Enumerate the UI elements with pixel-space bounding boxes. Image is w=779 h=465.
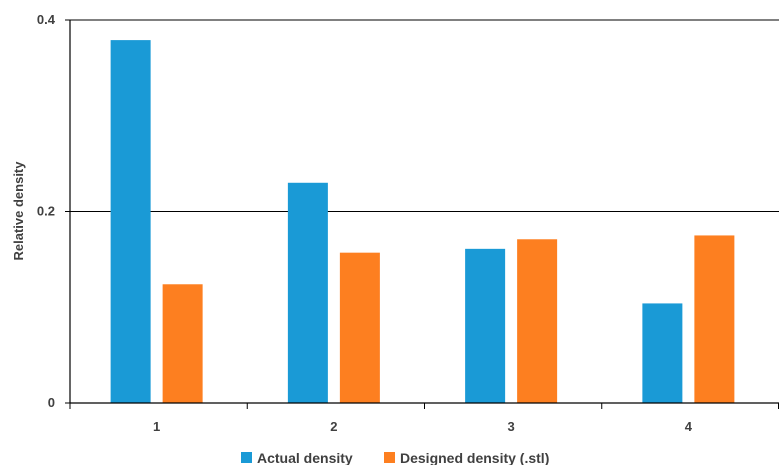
x-tick-label: 2	[330, 419, 337, 434]
bar-actual-1	[110, 40, 151, 404]
legend: Actual density Designed density (.stl)	[241, 450, 549, 465]
legend-swatch	[241, 452, 252, 463]
bar-designed-2	[339, 252, 380, 403]
bar-designed-3	[517, 239, 558, 403]
y-axis-title: Relative density	[11, 161, 26, 261]
x-tick-label: 3	[508, 419, 515, 434]
y-tick-label: 0.4	[37, 12, 56, 27]
x-tick-label: 1	[153, 419, 160, 434]
y-tick-labels: 0 0.2 0.4	[37, 12, 70, 410]
legend-label: Designed density (.stl)	[400, 450, 549, 465]
bars	[110, 40, 735, 404]
legend-swatch	[384, 452, 395, 463]
bar-actual-3	[465, 248, 506, 403]
bar-designed-4	[694, 235, 735, 403]
bar-actual-2	[287, 182, 328, 403]
x-tick-labels: 1 2 3 4	[69, 403, 779, 434]
legend-label: Actual density	[257, 450, 353, 465]
bar-designed-1	[162, 284, 203, 403]
bar-actual-4	[642, 303, 683, 403]
y-tick-label: 0	[48, 395, 55, 410]
gridlines	[70, 19, 779, 212]
x-tick-label: 4	[685, 419, 693, 434]
y-tick-label: 0.2	[37, 204, 55, 219]
